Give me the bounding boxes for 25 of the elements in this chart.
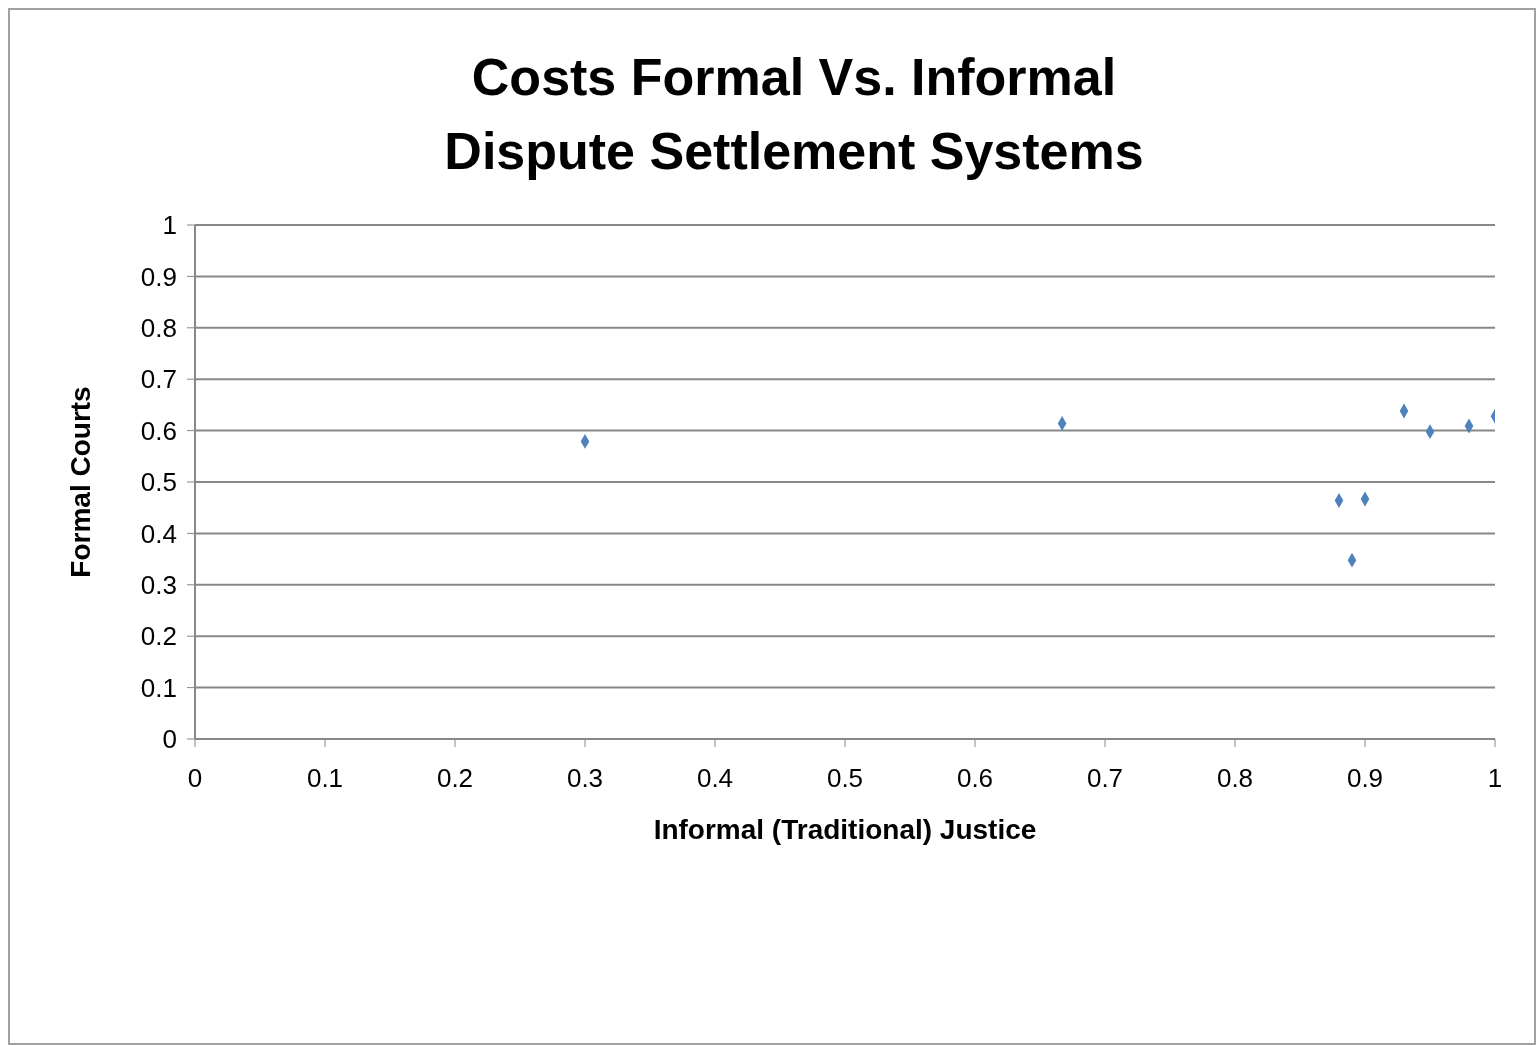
x-tick-label: 0.1 (306, 763, 344, 794)
y-tick-label: 0.6 (140, 415, 177, 446)
x-tick-label: 0.5 (826, 763, 864, 794)
chart-title: Costs Formal Vs. Informal Dispute Settlement Systems (443, 47, 1145, 182)
y-tick-label: 0.3 (140, 570, 177, 601)
y-axis-title: Formal Courts (64, 386, 96, 578)
y-tick-label: 0.5 (140, 467, 177, 498)
x-tick-label: 0.8 (1216, 763, 1254, 794)
y-tick-label: 0.4 (140, 518, 177, 549)
x-tick-label: 0 (187, 763, 203, 794)
x-tick-label: 0.2 (436, 763, 474, 794)
x-axis-title: Informal (Traditional) Justice (653, 814, 1037, 845)
y-tick-label: 0.8 (140, 313, 177, 344)
x-tick-label: 0.9 (1346, 763, 1384, 794)
y-tick-label: 0.7 (140, 364, 177, 395)
x-tick-label: 0.4 (696, 763, 734, 794)
y-tick-label: 0.1 (140, 672, 177, 703)
y-tick-label: 0 (162, 724, 177, 755)
x-tick-label: 1 (1487, 763, 1503, 794)
x-tick-label: 0.7 (1086, 763, 1124, 794)
y-tick-label: 1 (162, 210, 177, 241)
x-tick-label: 0.6 (956, 763, 994, 794)
y-tick-label: 0.9 (140, 261, 177, 292)
y-tick-label: 0.2 (140, 621, 177, 652)
x-tick-label: 0.3 (566, 763, 604, 794)
